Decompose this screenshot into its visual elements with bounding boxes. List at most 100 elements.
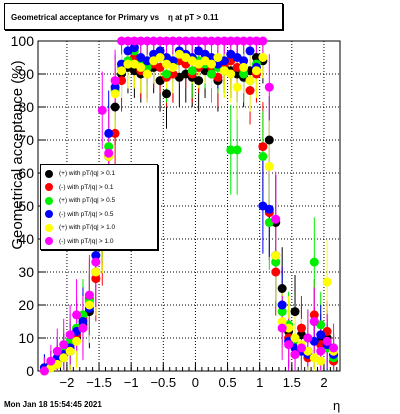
data-point bbox=[258, 152, 268, 161]
data-point bbox=[232, 82, 242, 92]
y-tick-label: 90 bbox=[18, 66, 34, 82]
data-point bbox=[142, 62, 152, 72]
legend-marker bbox=[45, 183, 53, 192]
legend-entry: (-) with pT/|q| > 0.1 bbox=[45, 181, 157, 195]
data-point bbox=[136, 62, 146, 72]
legend-entry: (-) with pT/|q| > 1.0 bbox=[45, 235, 157, 249]
data-point bbox=[296, 323, 306, 333]
legend-marker bbox=[45, 237, 53, 246]
data-point bbox=[104, 142, 114, 152]
x-tick-label: 1 bbox=[256, 375, 263, 390]
data-point bbox=[271, 251, 281, 260]
data-point bbox=[264, 204, 274, 214]
data-points bbox=[39, 36, 339, 376]
x-tick-label: −1.5 bbox=[86, 375, 112, 390]
legend-label: (-) with pT/|q| > 1.0 bbox=[59, 237, 114, 245]
data-point bbox=[181, 36, 191, 46]
data-point bbox=[162, 36, 172, 46]
data-point bbox=[59, 353, 69, 363]
data-point bbox=[91, 267, 101, 277]
data-point bbox=[258, 53, 268, 62]
data-point bbox=[194, 76, 204, 86]
y-tick-label: 70 bbox=[18, 132, 34, 148]
data-point bbox=[162, 69, 172, 79]
legend-label: (-) with pT/|q| > 0.5 bbox=[59, 210, 114, 218]
legend-marker bbox=[45, 210, 53, 219]
y-tick-label: 60 bbox=[18, 165, 34, 181]
legend-marker bbox=[45, 223, 53, 232]
data-point bbox=[258, 142, 268, 152]
data-point bbox=[245, 46, 255, 56]
y-tick-label: 20 bbox=[18, 297, 34, 313]
y-tick-label: 40 bbox=[18, 231, 34, 247]
data-point bbox=[316, 346, 326, 356]
data-point bbox=[168, 36, 178, 46]
data-point bbox=[110, 76, 120, 86]
x-axis-label: η bbox=[333, 398, 340, 413]
x-tick-label: −0.5 bbox=[150, 375, 176, 390]
x-tick-label: −1 bbox=[124, 375, 139, 390]
data-point bbox=[264, 135, 274, 145]
data-point bbox=[309, 310, 319, 320]
y-tick-label: 10 bbox=[18, 330, 34, 346]
data-point bbox=[309, 257, 319, 267]
data-point bbox=[232, 36, 242, 46]
x-tick-label: 2 bbox=[320, 375, 327, 390]
data-point bbox=[91, 274, 101, 284]
y-tick-label: 100 bbox=[11, 33, 35, 49]
y-tick-label: 0 bbox=[26, 363, 34, 379]
data-point bbox=[110, 82, 120, 92]
legend-entry: (+) with pT/|q| > 0.5 bbox=[45, 194, 157, 208]
data-point bbox=[290, 333, 300, 343]
data-point bbox=[52, 346, 62, 356]
legend-label: (-) with pT/|q| > 0.1 bbox=[59, 183, 114, 191]
data-point bbox=[277, 307, 287, 317]
legend-entry: (+) with pT/|q| > 0.1 bbox=[45, 167, 157, 181]
data-point bbox=[290, 350, 300, 359]
data-point bbox=[303, 333, 313, 343]
data-point bbox=[65, 346, 75, 356]
data-point bbox=[104, 128, 114, 138]
data-point bbox=[142, 56, 152, 66]
legend-entry: (-) with pT/|q| > 0.5 bbox=[45, 208, 157, 222]
data-point bbox=[117, 36, 127, 46]
chart-title: Geometrical acceptance for Primary vs η … bbox=[4, 3, 283, 30]
data-point bbox=[206, 59, 216, 69]
data-point bbox=[200, 36, 210, 46]
legend: (+) with pT/|q| > 0.1 (-) with pT/|q| > 0… bbox=[40, 164, 158, 250]
data-point bbox=[226, 69, 236, 79]
data-point bbox=[245, 86, 255, 95]
x-tick-label: 1.5 bbox=[283, 375, 301, 390]
data-point bbox=[239, 69, 249, 79]
y-axis-label: Geometrical acceptance (%) bbox=[9, 60, 26, 249]
data-point bbox=[136, 36, 146, 46]
data-point bbox=[264, 161, 274, 171]
data-point bbox=[72, 336, 82, 346]
data-point bbox=[206, 36, 216, 46]
data-point bbox=[129, 43, 139, 53]
data-point bbox=[149, 36, 159, 46]
data-point bbox=[168, 69, 178, 79]
legend-label: (+) with pT/|q| > 0.5 bbox=[59, 197, 116, 205]
legend-marker bbox=[45, 196, 53, 205]
legend-label: (+) with pT/|q| > 1.0 bbox=[59, 224, 116, 232]
data-point bbox=[239, 36, 249, 46]
data-point bbox=[239, 56, 249, 66]
data-point bbox=[97, 105, 107, 115]
data-point bbox=[123, 59, 133, 69]
data-point bbox=[110, 128, 120, 138]
data-point bbox=[117, 66, 127, 76]
data-point bbox=[117, 59, 127, 69]
data-point bbox=[232, 145, 242, 155]
data-point bbox=[277, 317, 287, 326]
data-point bbox=[245, 76, 255, 86]
data-point bbox=[277, 284, 287, 293]
data-point bbox=[206, 69, 216, 79]
data-point bbox=[251, 66, 261, 76]
data-point bbox=[72, 310, 82, 320]
data-point bbox=[322, 336, 332, 346]
data-point bbox=[277, 300, 287, 310]
data-point bbox=[84, 300, 94, 310]
axis-ticks: −2 −1.5 −1 −0.5 0 0.5 1 1.5 20102030405060708090… bbox=[11, 33, 338, 390]
